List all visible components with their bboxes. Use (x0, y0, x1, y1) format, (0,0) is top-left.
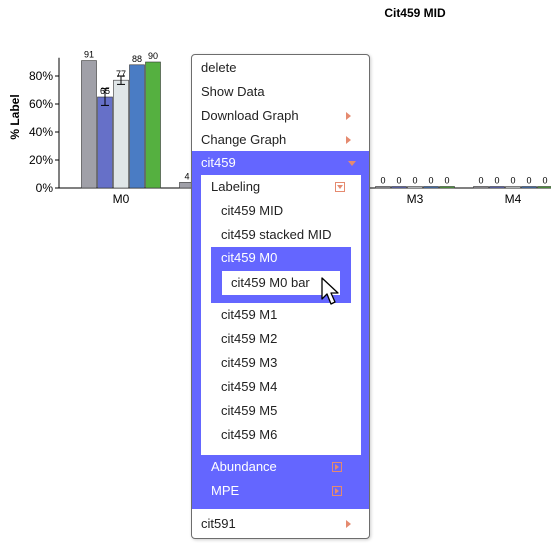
menu-item-download-graph[interactable]: Download Graph (192, 104, 369, 128)
bar (375, 186, 391, 189)
bar-value-label: 0 (396, 176, 401, 186)
menu-item-show-data[interactable]: Show Data (192, 80, 369, 104)
bar (521, 186, 537, 189)
chart-title: Cit459 MID (384, 6, 446, 20)
menu-item-label: delete (201, 60, 237, 75)
bar-value-label: 0 (412, 176, 417, 186)
menu-item-label: Change Graph (201, 132, 287, 147)
menu-item-label: cit459 M5 (221, 403, 278, 418)
menu-item-label: cit459 M1 (221, 307, 278, 322)
bar-value-label: 0 (494, 176, 499, 186)
bar-value-label: 4 (184, 171, 189, 181)
expand-right-icon (332, 462, 342, 472)
bar (473, 186, 489, 189)
bar (145, 61, 161, 189)
menu-item-cit459-m4[interactable]: cit459 M4 (201, 375, 361, 399)
submenu-cit459: cit459 Labeling cit459 MID cit459 stacke… (192, 151, 369, 509)
y-tick-label: 0% (36, 181, 54, 195)
bar (113, 79, 129, 189)
bar-value-label: 0 (510, 176, 515, 186)
x-tick-label: M4 (505, 192, 522, 206)
menu-item-label: cit459 (201, 155, 236, 170)
labeling-panel: Labeling cit459 MID cit459 stacked MID c… (201, 175, 361, 455)
bar (505, 186, 521, 189)
bar (407, 186, 423, 189)
menu-item-label: cit591 (201, 516, 236, 531)
menu-item-label: cit459 stacked MID (221, 227, 332, 242)
menu-item-label: cit459 MID (221, 203, 284, 218)
menu-item-label: Download Graph (201, 108, 299, 123)
menu-item-label: cit459 M6 (221, 427, 278, 442)
bar-value-label: 0 (542, 176, 547, 186)
chevron-down-icon (348, 161, 356, 166)
chevron-right-icon (346, 112, 351, 120)
menu-item-cit459-m1[interactable]: cit459 M1 (201, 303, 361, 327)
chevron-right-icon (346, 520, 351, 528)
menu-item-delete[interactable]: delete (192, 56, 369, 80)
menu-item-label: cit459 M2 (221, 331, 278, 346)
bar (439, 186, 455, 189)
bar-value-label: 88 (132, 54, 142, 64)
menu-item-label: Show Data (201, 84, 265, 99)
menu-item-label: Labeling (211, 179, 261, 194)
y-tick-label: 60% (29, 97, 53, 111)
y-tick-label: 40% (29, 125, 53, 139)
bar-value-label: 91 (84, 50, 94, 60)
y-tick-label: 20% (29, 153, 53, 167)
menu-item-label: MPE (211, 483, 240, 498)
bar-value-label: 0 (478, 176, 483, 186)
menu-item-label: Abundance (211, 459, 277, 474)
menu-item-cit459-m3[interactable]: cit459 M3 (201, 351, 361, 375)
bar-value-label: 0 (380, 176, 385, 186)
menu-item-cit459-m6[interactable]: cit459 M6 (201, 423, 361, 447)
bar-value-label: 90 (148, 51, 158, 61)
y-tick-label: 80% (29, 69, 53, 83)
bar (489, 186, 505, 189)
bar-value-label: 0 (444, 176, 449, 186)
bar (423, 186, 439, 189)
menu-item-abundance[interactable]: Abundance (192, 455, 369, 479)
bar-value-label: 0 (526, 176, 531, 186)
bar (391, 186, 407, 189)
y-axis-label: % Label (8, 94, 22, 139)
menu-item-cit459-mid[interactable]: cit459 MID (201, 199, 361, 223)
menu-item-cit459-stacked-mid[interactable]: cit459 stacked MID (201, 223, 361, 247)
bar (129, 64, 145, 189)
submenu-cit459-m0: cit459 M0 cit459 M0 bar (211, 247, 351, 303)
x-tick-label: M3 (407, 192, 424, 206)
bar (537, 186, 551, 189)
bar (97, 96, 113, 189)
bars-group: 9165778890M04M1M200000M300000M4 (81, 50, 551, 206)
menu-item-label: cit459 M4 (221, 379, 278, 394)
menu-item-cit459-m2[interactable]: cit459 M2 (201, 327, 361, 351)
context-menu: delete Show Data Download Graph Change G… (191, 54, 370, 539)
menu-item-cit459-m5[interactable]: cit459 M5 (201, 399, 361, 423)
menu-item-cit459-m0-bar[interactable]: cit459 M0 bar (222, 271, 340, 295)
bar-value-label: 77 (116, 69, 126, 79)
menu-item-cit591[interactable]: cit591 (192, 512, 369, 536)
menu-item-mpe[interactable]: MPE (192, 479, 369, 503)
expand-down-icon (335, 182, 345, 192)
menu-item-label: cit459 M3 (221, 355, 278, 370)
mouse-pointer-icon (321, 277, 339, 305)
bar-value-label: 0 (428, 176, 433, 186)
expand-right-icon (332, 486, 342, 496)
menu-item-cit459-m0[interactable]: cit459 M0 (221, 250, 278, 265)
bar (81, 60, 97, 189)
menu-item-cit459[interactable]: cit459 (192, 151, 369, 175)
x-tick-label: M0 (113, 192, 130, 206)
menu-item-change-graph[interactable]: Change Graph (192, 128, 369, 152)
menu-item-labeling[interactable]: Labeling (201, 175, 361, 199)
chevron-right-icon (346, 136, 351, 144)
